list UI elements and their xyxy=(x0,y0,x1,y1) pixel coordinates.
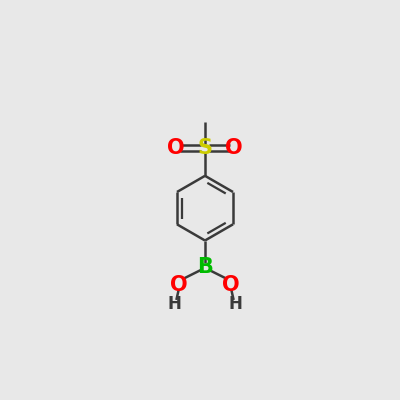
Text: B: B xyxy=(197,257,213,277)
Text: H: H xyxy=(167,295,181,313)
Text: O: O xyxy=(170,274,188,294)
Text: H: H xyxy=(229,295,243,313)
Text: S: S xyxy=(198,138,212,158)
Text: O: O xyxy=(167,138,184,158)
Text: O: O xyxy=(226,138,243,158)
Text: O: O xyxy=(222,274,240,294)
